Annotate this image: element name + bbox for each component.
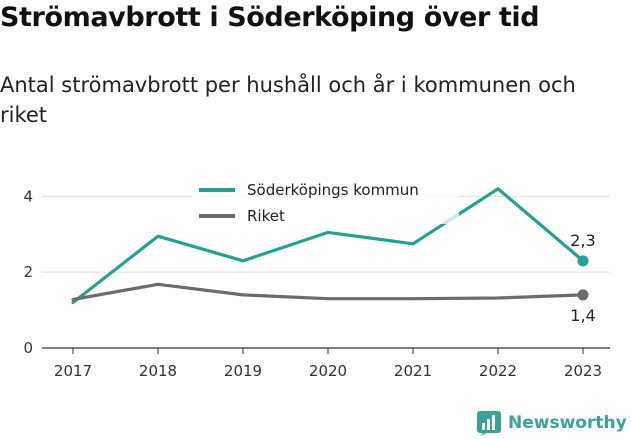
series-end-point: [577, 255, 589, 267]
brand-logo: Newsworthy: [476, 409, 627, 437]
newsworthy-logo-icon: [477, 411, 501, 436]
series-end-point: [577, 289, 589, 301]
chart-title: Strömavbrott i Söderköping över tid: [0, 2, 540, 33]
chart-subtitle: Antal strömavbrott per hushåll och år i …: [0, 73, 576, 127]
series-layer: [71, 187, 589, 305]
series-line-kommun: [71, 187, 585, 305]
x-tick-label: 2023: [564, 362, 602, 380]
axis-layer: 0 2 4 2017 2018 2019 2020 2021 2022 2023: [23, 187, 610, 380]
data-label-layer: 2,3 1,4: [570, 231, 595, 325]
y-tick-label: 4: [23, 187, 33, 205]
y-tick-label: 2: [23, 263, 33, 281]
x-tick-label: 2018: [139, 362, 177, 380]
x-tick-label: 2017: [54, 362, 92, 380]
y-tick-label: 0: [23, 339, 33, 357]
legend-backdrop: [191, 172, 459, 224]
data-label-end: 2,3: [570, 231, 595, 250]
legend: Söderköpings kommun Riket: [191, 172, 459, 225]
x-tick-label: 2021: [394, 362, 432, 380]
legend-label: Söderköpings kommun: [247, 181, 419, 199]
x-tick-label: 2019: [224, 362, 262, 380]
x-tick-label: 2022: [479, 362, 517, 380]
brand-name: Newsworthy: [508, 413, 627, 433]
legend-label: Riket: [247, 207, 285, 225]
series-line-riket: [71, 282, 585, 302]
data-label-end: 1,4: [570, 306, 595, 325]
x-tick-label: 2020: [309, 362, 347, 380]
